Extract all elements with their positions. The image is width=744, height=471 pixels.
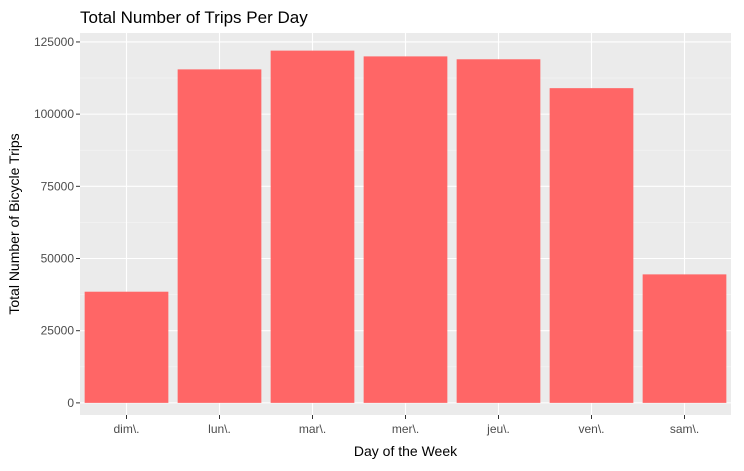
y-tick-label: 100000 bbox=[34, 107, 74, 121]
bar-4 bbox=[456, 59, 541, 403]
y-axis-title: Total Number of Bicycle Trips bbox=[6, 133, 22, 314]
x-tick-label: mer\. bbox=[392, 422, 419, 436]
bar-6 bbox=[642, 274, 727, 403]
bar-3 bbox=[363, 56, 448, 403]
y-tick-label: 125000 bbox=[34, 35, 74, 49]
bar-5 bbox=[549, 88, 634, 403]
x-axis-title: Day of the Week bbox=[354, 443, 458, 459]
x-tick-label: jeu\. bbox=[486, 422, 510, 436]
bar-0 bbox=[84, 291, 169, 403]
bar-1 bbox=[177, 69, 262, 403]
x-tick-label: sam\. bbox=[670, 422, 699, 436]
y-tick-label: 75000 bbox=[41, 179, 75, 193]
chart-title: Total Number of Trips Per Day bbox=[80, 8, 308, 27]
y-axis-ticks: 0 25000 50000 75000 100000 125000 bbox=[34, 35, 80, 410]
x-axis-ticks: dim\. lun\. mar\. mer\. jeu\. ven\. sam\. bbox=[113, 415, 699, 436]
bar-2 bbox=[270, 50, 355, 403]
x-tick-label: dim\. bbox=[113, 422, 139, 436]
y-tick-label: 25000 bbox=[41, 324, 75, 338]
y-tick-label: 0 bbox=[67, 396, 74, 410]
x-tick-label: ven\. bbox=[578, 422, 604, 436]
x-tick-label: mar\. bbox=[299, 422, 326, 436]
y-tick-label: 50000 bbox=[41, 252, 75, 266]
bars bbox=[84, 50, 727, 403]
x-tick-label: lun\. bbox=[208, 422, 231, 436]
